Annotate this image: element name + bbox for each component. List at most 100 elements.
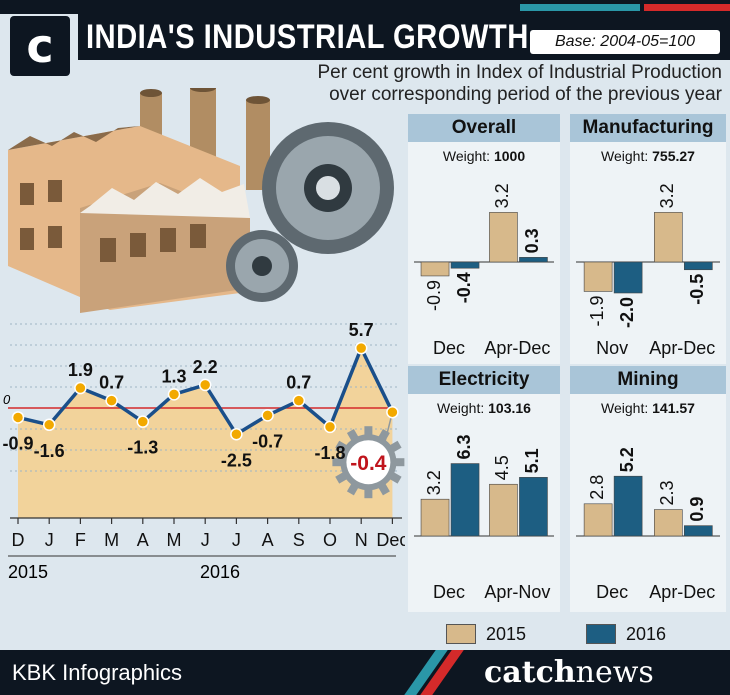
- bar-value-label: 5.2: [617, 447, 637, 472]
- base-year-note: Base: 2004-05=100: [530, 30, 720, 54]
- x-tick-label: J: [201, 530, 210, 550]
- electricity-weight-value: 103.16: [488, 400, 531, 416]
- x-tick-label: F: [75, 530, 86, 550]
- line-value-label: -0.7: [252, 431, 283, 451]
- line-area: [18, 348, 393, 518]
- subtitle: Per cent growth in Index of Industrial P…: [210, 62, 722, 106]
- line-point: [74, 381, 87, 395]
- legend-item-2015: 2015: [446, 622, 566, 646]
- x-tick-label: M: [167, 530, 182, 550]
- line-point: [167, 388, 181, 401]
- bar-category-label: Dec: [433, 338, 465, 358]
- bar-value-label: 2.8: [587, 475, 607, 500]
- overall-weight-value: 1000: [493, 148, 526, 164]
- bar-value-label: 3.2: [492, 183, 512, 208]
- factory-illustration: [8, 88, 270, 313]
- x-tick-label: M: [104, 530, 119, 550]
- x-tick-label: D: [12, 530, 25, 550]
- logo-letter: c: [26, 19, 54, 73]
- bar-2016: [684, 261, 713, 271]
- line-value-label: 1.9: [68, 360, 93, 380]
- footer-brand: catchnews: [484, 650, 654, 695]
- bar-value-label: -2.0: [617, 297, 637, 328]
- line-value-label: 5.7: [349, 320, 374, 340]
- mining-bar-chart: 2.8 5.2 Dec 2.3 0.9 Apr-Dec: [576, 447, 720, 602]
- bar-value-label: 2.3: [657, 481, 677, 506]
- bar-value-label: -0.4: [454, 272, 474, 303]
- bar-2016: [613, 261, 643, 294]
- legend-label-2016: 2016: [626, 624, 667, 644]
- line-point: [323, 420, 337, 434]
- bar-category-label: Nov: [596, 338, 628, 358]
- line-value-label: 0.7: [286, 373, 311, 393]
- line-value-label: 1.3: [161, 366, 186, 386]
- bar-2016: [450, 261, 480, 269]
- bar-2016: [684, 525, 713, 537]
- bar-2015: [489, 212, 518, 263]
- subtitle-line-2: over corresponding period of the previou…: [329, 84, 722, 105]
- x-tick-label: J: [232, 530, 241, 550]
- x-tick-label: A: [262, 530, 274, 550]
- bar-2016: [613, 475, 643, 537]
- top-accent-red: [644, 4, 730, 11]
- bar-category-label: Apr-Dec: [484, 338, 550, 358]
- line-point: [292, 394, 306, 407]
- overall-bar-chart: -0.9 -0.4 Dec 3.2 0.3 Apr-Dec: [414, 183, 554, 358]
- bar-2015: [489, 483, 518, 537]
- legend-label-2015: 2015: [486, 624, 527, 644]
- gear-tooth: [394, 458, 405, 467]
- subtitle-line-1: Per cent growth in Index of Industrial P…: [317, 62, 722, 83]
- bar-value-label: -1.9: [587, 295, 607, 326]
- line-point: [198, 378, 212, 392]
- line-point: [386, 405, 399, 419]
- manufacturing-bar-chart: -1.9 -2.0 Nov 3.2 -0.5 Apr-Dec: [576, 183, 720, 358]
- bar-2015: [583, 503, 613, 537]
- legend-swatch-2015: [446, 624, 476, 644]
- manufacturing-weight: Weight: 755.27: [601, 148, 695, 164]
- bar-2015: [583, 261, 613, 292]
- x-tick-label: S: [293, 530, 305, 550]
- bar-value-label: 0.3: [522, 228, 542, 253]
- line-value-label: -0.4: [350, 452, 387, 475]
- legend-swatch-2016: [586, 624, 616, 644]
- footer-credit: KBK Infographics: [12, 660, 182, 685]
- manufacturing-panel-title: Manufacturing: [570, 114, 726, 142]
- line-value-label: 0.7: [99, 373, 124, 393]
- bar-value-label: 6.3: [454, 435, 474, 460]
- bar-2015: [420, 261, 450, 277]
- overall-panel-title: Overall: [408, 114, 560, 142]
- line-value-label: 2.2: [193, 357, 218, 377]
- gear-tooth: [364, 426, 373, 437]
- line-point: [42, 418, 56, 432]
- bar-2015: [654, 212, 683, 263]
- bar-category-label: Apr-Nov: [484, 582, 550, 602]
- year-label-2016: 2016: [200, 562, 240, 582]
- bar-value-label: -0.5: [687, 274, 707, 305]
- zero-label: 0: [3, 392, 11, 407]
- electricity-panel-title: Electricity: [408, 366, 560, 394]
- overall-weight: Weight: 1000: [442, 148, 526, 164]
- mining-panel-title: Mining: [570, 366, 726, 394]
- top-accent-teal: [520, 4, 640, 11]
- catch-logo: c: [10, 16, 70, 76]
- line-value-label: -1.8: [314, 443, 345, 463]
- bar-2015: [654, 509, 683, 537]
- line-point: [354, 341, 368, 355]
- year-label-2015: 2015: [8, 562, 48, 582]
- electricity-bar-chart: 3.2 6.3 Dec 4.5 5.1 Apr-Nov: [414, 435, 554, 602]
- bar-2015: [420, 498, 450, 537]
- bar-value-label: 5.1: [522, 448, 542, 473]
- gear-tooth: [332, 458, 343, 467]
- mining-weight-value: 141.57: [652, 400, 695, 416]
- line-point: [261, 409, 274, 422]
- gear-center: [346, 440, 391, 485]
- x-tick-label: J: [45, 530, 54, 550]
- bar-value-label: 3.2: [424, 470, 444, 495]
- bar-2016: [519, 257, 548, 263]
- x-tick-label: A: [137, 530, 149, 550]
- mining-weight: Weight: 141.57: [601, 400, 695, 416]
- brand-part-2: news: [575, 655, 654, 690]
